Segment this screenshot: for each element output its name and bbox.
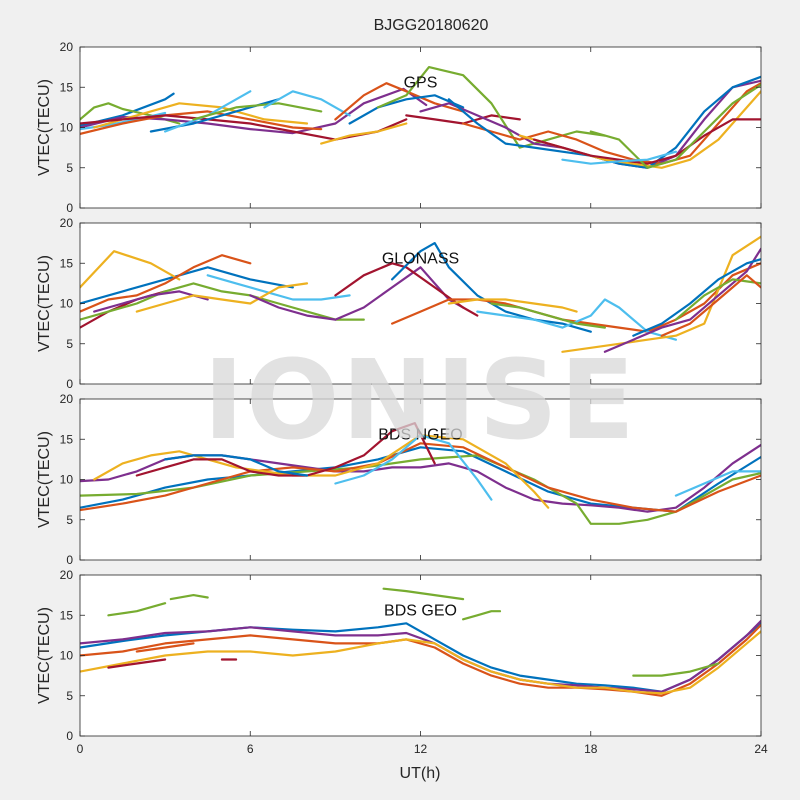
series-line-bds-ngeo-7 (334, 434, 493, 501)
y-tick-label-gps: 10 (60, 121, 74, 135)
series-line-gps-13 (334, 82, 465, 121)
series-group-glonass (80, 235, 761, 353)
panel-bds-ngeo: 0 5 10 15 20 VTEC(TECU) BDS NGEO (36, 392, 762, 567)
series-line-glonass-11 (391, 242, 592, 333)
x-tick-label: 0 (77, 742, 84, 756)
series-line-glonass-3 (80, 254, 252, 313)
series-line-glonass-17 (603, 247, 761, 353)
panel-label-bds-ngeo: BDS NGEO (378, 426, 462, 443)
series-line-gps-5 (80, 110, 323, 135)
panel-label-gps: GPS (404, 74, 438, 91)
series-line-glonass-10 (334, 262, 479, 317)
panels-group: 0 5 10 15 20 VTEC(TECU) GPS 0 5 10 15 20 VTEC(TECU) G… (36, 40, 768, 756)
series-line-glonass-13 (447, 298, 578, 313)
series-line-gps-18 (462, 82, 761, 165)
series-line-glonass-6 (93, 290, 209, 313)
y-tick-label-bds-geo: 20 (60, 568, 74, 582)
y-tick-label-gps: 20 (60, 40, 74, 54)
series-line-glonass-7 (206, 274, 351, 301)
plot-area-bds-ngeo (80, 399, 761, 560)
series-line-glonass-14 (476, 298, 678, 341)
y-tick-label-bds-geo: 5 (66, 689, 73, 703)
y-tick-label-bds-ngeo: 0 (66, 553, 73, 567)
y-tick-label-glonass: 15 (60, 256, 74, 270)
series-line-gps-23 (561, 150, 678, 165)
y-axis-label-bds-geo: VTEC(TECU) (36, 607, 53, 704)
figure-title: BJGG20180620 (374, 17, 489, 34)
series-line-bds-ngeo-4 (80, 442, 761, 513)
series-line-glonass-19 (674, 278, 761, 321)
series-line-glonass-1 (80, 266, 294, 305)
panel-label-bds-geo: BDS GEO (384, 602, 457, 619)
plot-area-bds-geo (80, 575, 761, 736)
series-line-glonass-15 (490, 302, 607, 329)
series-line-gps-6 (93, 102, 309, 129)
plot-area-glonass (80, 223, 761, 384)
series-line-bds-geo-8 (462, 610, 502, 621)
y-tick-label-glonass: 0 (66, 377, 73, 391)
series-group-bds-geo (80, 587, 761, 697)
series-line-glonass-16 (561, 235, 761, 353)
panel-label-glonass: GLONASS (382, 250, 459, 267)
x-tick-label: 24 (754, 742, 768, 756)
y-tick-label-gps: 0 (66, 201, 73, 215)
series-line-glonass-18 (632, 258, 761, 337)
y-tick-label-bds-ngeo: 10 (60, 473, 74, 487)
series-line-gps-11 (263, 90, 351, 117)
series-line-gps-22 (589, 83, 761, 169)
y-tick-label-bds-geo: 15 (60, 608, 74, 622)
series-group-gps (80, 65, 761, 169)
panel-bds-geo: 0 5 10 15 20 0 6 12 18 24 VTEC(TECU) BDS GEO (36, 568, 768, 756)
y-tick-label-bds-ngeo: 15 (60, 432, 74, 446)
y-axis-label-glonass: VTEC(TECU) (36, 255, 53, 352)
y-axis-label-bds-ngeo: VTEC(TECU) (36, 431, 53, 528)
series-line-bds-geo-10 (107, 658, 167, 669)
panel-glonass: 0 5 10 15 20 VTEC(TECU) GLONASS (36, 216, 762, 391)
series-line-glonass-20 (660, 274, 761, 337)
series-line-glonass-8 (135, 282, 309, 313)
y-axis-label-gps: VTEC(TECU) (36, 79, 53, 176)
watermark-text: IONISE (203, 336, 637, 464)
series-line-gps-10 (192, 102, 323, 121)
series-line-glonass-9 (249, 266, 465, 321)
y-tick-label-bds-ngeo: 5 (66, 513, 73, 527)
y-tick-label-bds-geo: 10 (60, 649, 74, 663)
panel-gps: 0 5 10 15 20 VTEC(TECU) GPS (36, 40, 762, 215)
series-line-gps-12 (320, 122, 408, 145)
y-tick-label-glonass: 20 (60, 216, 74, 230)
series-line-bds-geo-4 (80, 630, 761, 695)
y-tick-label-bds-ngeo: 20 (60, 392, 74, 406)
x-tick-label: 18 (584, 742, 598, 756)
series-line-glonass-5 (80, 282, 365, 321)
y-tick-label-bds-geo: 0 (66, 729, 73, 743)
series-line-gps-16 (376, 65, 607, 149)
series-line-bds-geo-7 (382, 587, 465, 601)
plot-area-gps (80, 47, 761, 208)
x-axis-label: UT(h) (400, 765, 441, 782)
series-line-gps-21 (532, 118, 761, 165)
series-line-bds-geo-9 (632, 662, 720, 677)
series-line-bds-geo-6 (169, 593, 209, 601)
series-line-bds-ngeo-8 (164, 454, 309, 477)
y-tick-label-gps: 5 (66, 161, 73, 175)
series-line-bds-geo-12 (135, 642, 195, 653)
series-line-bds-ngeo-6 (135, 422, 436, 477)
series-group-bds-ngeo (80, 422, 761, 525)
x-tick-label: 12 (414, 742, 428, 756)
series-line-gps-14 (348, 94, 465, 125)
series-line-glonass-2 (80, 250, 181, 289)
y-tick-label-gps: 15 (60, 80, 74, 94)
y-tick-label-glonass: 5 (66, 337, 73, 351)
series-line-bds-ngeo-9 (674, 470, 761, 497)
y-tick-label-glonass: 10 (60, 297, 74, 311)
series-line-bds-geo-5 (107, 602, 167, 617)
x-tick-label: 6 (247, 742, 254, 756)
